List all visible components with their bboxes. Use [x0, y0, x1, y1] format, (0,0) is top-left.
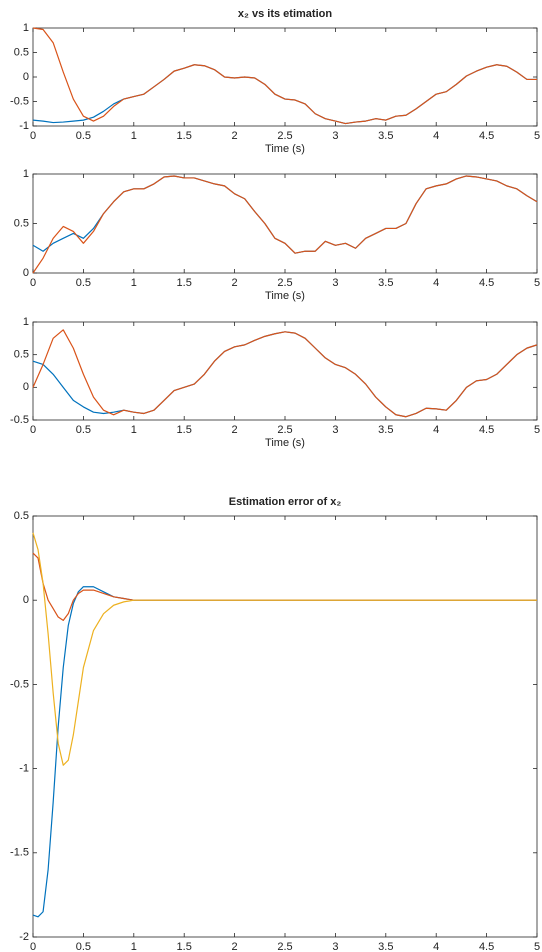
y-tick-label: 0.5: [14, 349, 29, 361]
x-tick-label: 0.5: [76, 130, 91, 142]
x-tick-label: 3: [332, 130, 338, 142]
series-line: [32, 532, 537, 766]
x-tick-label: 2.5: [277, 277, 292, 289]
x-tick-label: 1.5: [177, 941, 192, 952]
x-tick-label: 4.5: [479, 424, 494, 436]
series-line: [32, 175, 538, 274]
x-tick-label: 1.5: [177, 130, 192, 142]
series-line: [32, 64, 537, 125]
x-tick-label: 0: [30, 424, 36, 436]
plot-box: [32, 515, 538, 938]
x-tick-label: 1.5: [177, 277, 192, 289]
series-line: [32, 586, 537, 918]
series-line: [32, 331, 538, 418]
x-tick-label: 0.5: [76, 941, 91, 952]
y-tick-label: 0.5: [14, 510, 29, 522]
series-line: [32, 27, 537, 125]
x-tick-label: 4.5: [479, 277, 494, 289]
x-tick-label: 4: [433, 277, 439, 289]
x-tick-label: 0: [30, 941, 36, 952]
y-tick-label: 0.5: [14, 217, 29, 229]
x-tick-label: 5: [534, 130, 540, 142]
y-tick-label: 1: [23, 168, 29, 180]
y-tick-label: -1.5: [10, 847, 29, 859]
y-tick-label: 1: [23, 22, 29, 34]
x-axis-label: Time (s): [265, 437, 305, 449]
y-tick-label: -0.5: [10, 95, 29, 107]
x-axis-label: Time (s): [265, 143, 305, 155]
y-tick-label: 0.5: [14, 46, 29, 58]
x-tick-label: 3.5: [378, 277, 393, 289]
y-tick-label: 0: [23, 381, 29, 393]
chart-title: Estimation error of x₂: [229, 496, 342, 508]
x-tick-label: 1: [131, 277, 137, 289]
y-tick-label: 0: [23, 71, 29, 83]
x-tick-label: 2: [232, 277, 238, 289]
y-tick-label: -2: [19, 931, 29, 943]
y-tick-label: -1: [19, 120, 29, 132]
plot-box: [32, 173, 538, 274]
x-tick-label: 3.5: [378, 130, 393, 142]
x-tick-label: 2.5: [277, 424, 292, 436]
y-tick-label: 0: [23, 594, 29, 606]
series-line: [32, 175, 538, 254]
y-tick-label: -0.5: [10, 678, 29, 690]
x-tick-label: 0: [30, 130, 36, 142]
x-tick-label: 1: [131, 130, 137, 142]
x-tick-label: 4: [433, 424, 439, 436]
plot-box: [32, 321, 538, 421]
x-tick-label: 2: [232, 941, 238, 952]
x-tick-label: 4.5: [479, 941, 494, 952]
y-tick-label: 1: [23, 316, 29, 328]
x-tick-label: 4: [433, 941, 439, 952]
chart-title: x₂ vs its etimation: [238, 8, 332, 20]
series-line: [32, 329, 538, 418]
x-tick-label: 3.5: [378, 424, 393, 436]
x-tick-label: 2: [232, 130, 238, 142]
x-tick-label: 3.5: [378, 941, 393, 952]
x-tick-label: 3: [332, 941, 338, 952]
x-tick-label: 3: [332, 277, 338, 289]
x-tick-label: 0: [30, 277, 36, 289]
x-tick-label: 0.5: [76, 424, 91, 436]
x-tick-label: 1: [131, 941, 137, 952]
x-tick-label: 4: [433, 130, 439, 142]
x-tick-label: 5: [534, 277, 540, 289]
x-tick-label: 2: [232, 424, 238, 436]
x-tick-label: 2.5: [277, 130, 292, 142]
y-tick-label: -1: [19, 763, 29, 775]
x-tick-label: 5: [534, 941, 540, 952]
x-tick-label: 4.5: [479, 130, 494, 142]
x-tick-label: 2.5: [277, 941, 292, 952]
x-tick-label: 0.5: [76, 277, 91, 289]
x-tick-label: 5: [534, 424, 540, 436]
x-axis-label: Time (s): [265, 290, 305, 302]
x-tick-label: 1.5: [177, 424, 192, 436]
series-line: [32, 552, 537, 622]
y-tick-label: 0: [23, 267, 29, 279]
y-tick-label: -0.5: [10, 414, 29, 426]
x-tick-label: 1: [131, 424, 137, 436]
x-tick-label: 3: [332, 424, 338, 436]
